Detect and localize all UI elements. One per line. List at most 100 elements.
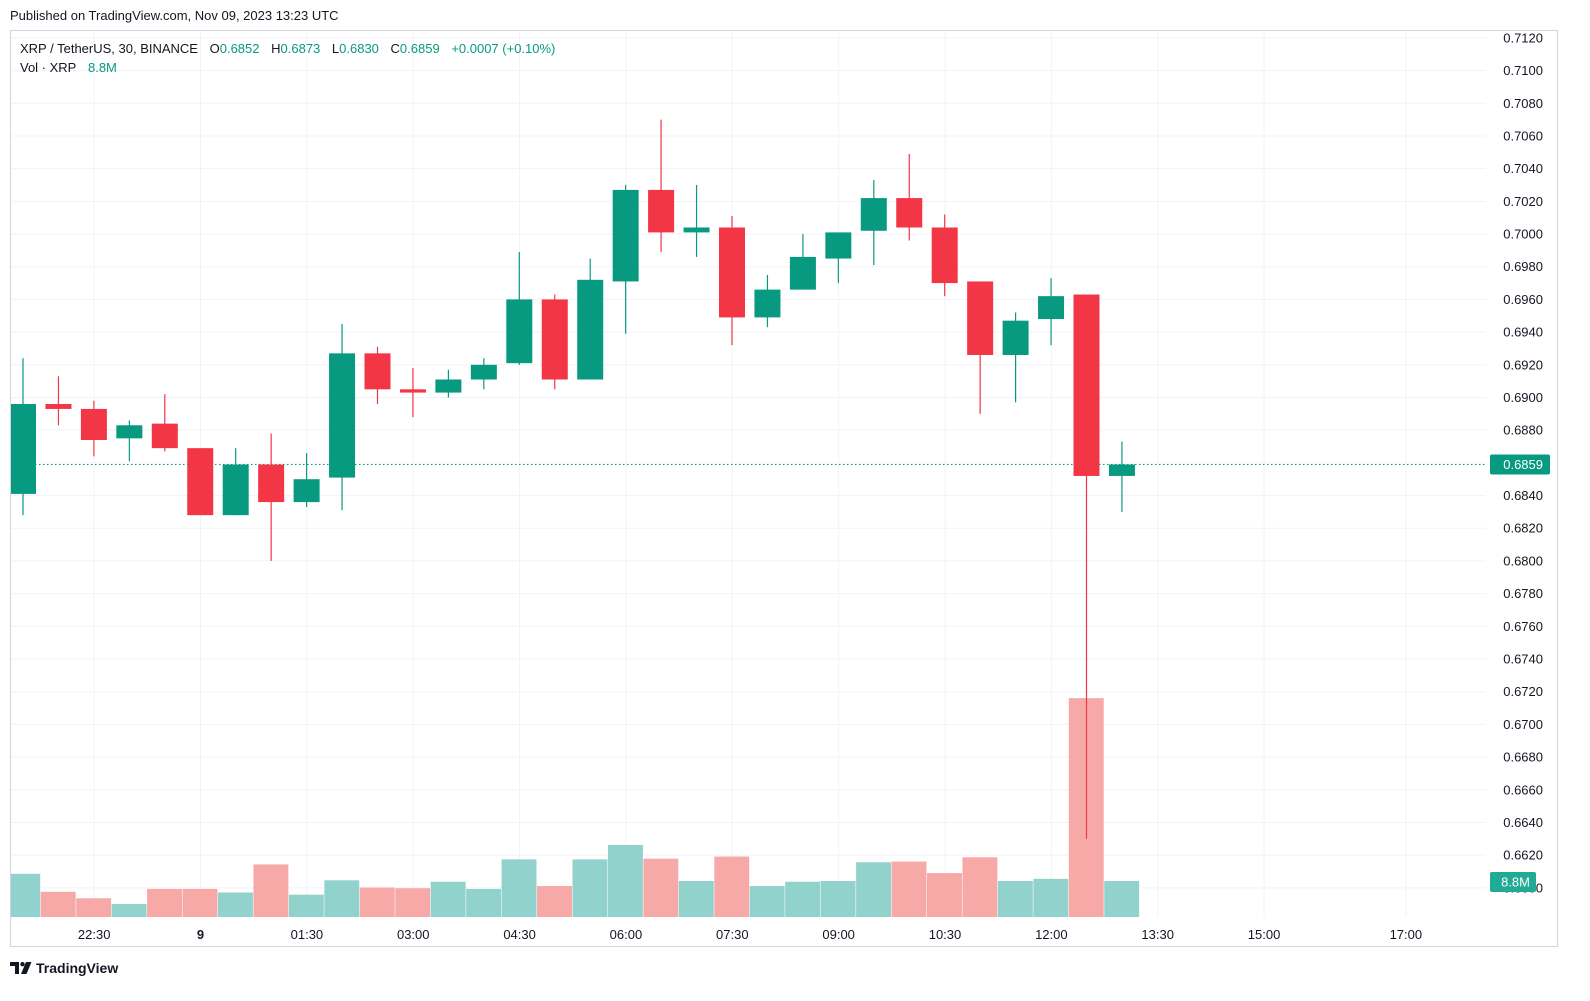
candle-up [11, 358, 36, 516]
last-price-badge: 0.6859 [1490, 454, 1550, 475]
price-tick-label: 0.7000 [1503, 227, 1543, 242]
volume-bar [218, 892, 253, 917]
candle-body [1038, 296, 1065, 320]
legend-open-label: O [209, 41, 220, 56]
volume-bar [962, 857, 998, 917]
price-tick-label: 0.7100 [1503, 63, 1543, 78]
volume-bar [749, 886, 785, 917]
price-tick-label: 0.6720 [1503, 684, 1543, 699]
time-tick-label: 22:30 [78, 927, 111, 942]
price-axis[interactable]: 0.7120 0.7100 0.7080 0.7060 0.7040 0.7020 0.70… [1503, 30, 1543, 895]
legend-low-label: L [331, 41, 340, 56]
legend-symbol[interactable]: XRP / TetherUS, 30, BINANCE [20, 41, 198, 56]
published-caption: Published on TradingView.com, Nov 09, 20… [10, 8, 339, 23]
legend-high-label: H [271, 41, 281, 56]
candle-down [187, 448, 214, 516]
legend-change-value: +0.0007 (+0.10%) [451, 41, 556, 56]
candle-body [470, 364, 497, 380]
candle-body [293, 479, 320, 503]
volume-bar [927, 873, 962, 917]
time-tick-label: 04:30 [503, 927, 536, 942]
price-tick-label: 0.6820 [1503, 521, 1543, 536]
candle-down [80, 400, 107, 457]
time-tick-label: 06:00 [610, 927, 643, 942]
time-tick-label: 12:00 [1035, 927, 1068, 942]
time-tick-label: 09:00 [822, 927, 855, 942]
volume-bar [253, 864, 289, 917]
candle-body [435, 379, 462, 393]
candle-body [1073, 294, 1100, 476]
candle-body [506, 299, 533, 364]
time-tick-label: 17:00 [1390, 927, 1423, 942]
candle-up [470, 358, 497, 390]
candle-up [435, 369, 462, 398]
volume-bar [572, 859, 608, 917]
volume-bar [359, 887, 395, 917]
candle-up [222, 448, 249, 516]
candle-up [293, 453, 320, 507]
candle-up [825, 232, 852, 284]
legend-close-label: C [390, 41, 400, 56]
volume-bar [1033, 878, 1069, 917]
candle-up [1108, 441, 1135, 512]
candle-up [860, 180, 887, 266]
candle-up [683, 185, 710, 257]
candle-body [825, 232, 852, 259]
time-axis[interactable]: 22:30 9 01:30 03:00 04:30 06:00 07:30 09:00 10:3… [78, 927, 1422, 942]
volume-bar [324, 880, 360, 917]
volume-bar [891, 861, 927, 917]
volume-bar [430, 881, 466, 917]
price-tick-label: 0.6740 [1503, 652, 1543, 667]
candle-up [329, 323, 356, 511]
volume-bar [643, 858, 679, 917]
candle-up [577, 258, 604, 380]
price-tick-label: 0.6800 [1503, 553, 1543, 568]
candle-body [612, 189, 639, 282]
candle-body [931, 227, 958, 284]
candle-down [967, 281, 994, 414]
candle-body [577, 279, 604, 380]
legend-high-value: 0.6873 [280, 41, 321, 56]
price-tick-label: 0.6960 [1503, 292, 1543, 307]
candle-body [11, 404, 36, 494]
candle-body [364, 353, 391, 390]
candle-body [541, 299, 568, 380]
candle-up [506, 252, 533, 365]
legend-ohlc-row: XRP / TetherUS, 30, BINANCE O0.6852 H0.6… [20, 39, 555, 58]
volume-badge-label: 8.8M [1501, 875, 1530, 890]
chart-frame [10, 30, 1558, 947]
legend-volume-row: Vol · XRP 8.8M [20, 58, 555, 77]
last-price-badge-bg [1490, 454, 1550, 475]
candle-body [116, 425, 143, 439]
tradingview-brand[interactable]: TradingView [10, 960, 118, 976]
candle-body [399, 389, 426, 393]
price-tick-label: 0.6920 [1503, 357, 1543, 372]
volume-bar [997, 881, 1033, 917]
grid [11, 31, 1486, 917]
candle-up [754, 274, 781, 328]
candle-body [222, 464, 249, 516]
legend-volume-label[interactable]: Vol · XRP [20, 60, 77, 75]
time-tick-label: 10:30 [929, 927, 962, 942]
time-tick-label: 13:30 [1141, 927, 1174, 942]
price-tick-label: 0.6980 [1503, 259, 1543, 274]
price-tick-label: 0.6660 [1503, 782, 1543, 797]
volume-badge-bg [1490, 872, 1536, 892]
candle-down [364, 346, 391, 405]
candle-down [541, 294, 568, 390]
volume-bar [714, 856, 750, 917]
candle-body [754, 289, 781, 318]
price-tick-label: 0.6780 [1503, 586, 1543, 601]
volume-bar [40, 891, 76, 917]
last-price-badge-label: 0.6859 [1503, 457, 1543, 472]
price-tick-label: 0.6900 [1503, 390, 1543, 405]
volume-badge: 8.8M [1490, 872, 1536, 892]
time-tick-label: 07:30 [716, 927, 749, 942]
price-tick-label: 0.6940 [1503, 325, 1543, 340]
volume-bar [1104, 881, 1140, 917]
time-tick-label: 15:00 [1248, 927, 1281, 942]
price-tick-label: 0.7060 [1503, 128, 1543, 143]
candle-down [151, 394, 178, 452]
candle-body [719, 227, 745, 318]
